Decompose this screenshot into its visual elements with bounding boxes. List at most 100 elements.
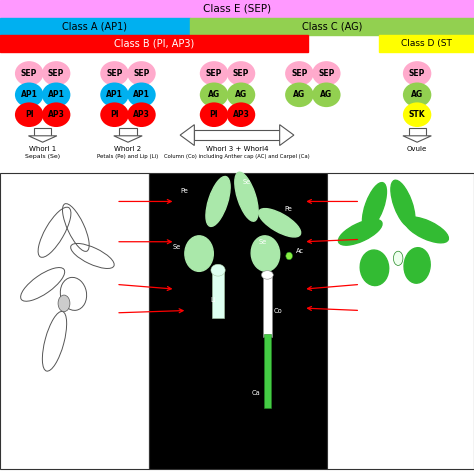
Text: Pe: Pe bbox=[284, 206, 292, 211]
Text: SEP: SEP bbox=[106, 69, 123, 78]
Ellipse shape bbox=[312, 82, 340, 107]
Text: SEP: SEP bbox=[206, 69, 222, 78]
Ellipse shape bbox=[227, 102, 255, 127]
Text: AP1: AP1 bbox=[106, 91, 123, 99]
Bar bbox=[149, 173, 327, 469]
Text: Class B (PI, AP3): Class B (PI, AP3) bbox=[114, 38, 194, 49]
Bar bbox=[0, 173, 149, 469]
Ellipse shape bbox=[200, 61, 228, 86]
Bar bbox=[379, 35, 474, 52]
Ellipse shape bbox=[127, 82, 155, 107]
Text: Column (Co) including Anther cap (AC) and Carpel (Ca): Column (Co) including Anther cap (AC) an… bbox=[164, 154, 310, 159]
Text: AP1: AP1 bbox=[48, 91, 64, 99]
Bar bbox=[34, 128, 51, 136]
Ellipse shape bbox=[100, 82, 129, 107]
Text: Class C (AG): Class C (AG) bbox=[301, 21, 362, 31]
Text: Se: Se bbox=[258, 239, 266, 245]
Text: STK: STK bbox=[409, 110, 426, 119]
Ellipse shape bbox=[235, 172, 258, 221]
Polygon shape bbox=[280, 125, 294, 146]
Ellipse shape bbox=[404, 248, 430, 283]
Ellipse shape bbox=[15, 102, 43, 127]
Ellipse shape bbox=[312, 61, 340, 86]
Text: SEP: SEP bbox=[318, 69, 335, 78]
Polygon shape bbox=[403, 136, 431, 142]
Text: AP3: AP3 bbox=[48, 110, 64, 119]
Text: Whorl 2: Whorl 2 bbox=[114, 146, 142, 152]
Ellipse shape bbox=[127, 102, 155, 127]
Text: AG: AG bbox=[235, 91, 247, 99]
Text: Petals (Pe) and Lip (Li): Petals (Pe) and Lip (Li) bbox=[97, 154, 159, 159]
Text: Ac: Ac bbox=[296, 248, 304, 254]
Text: Sepals (Se): Sepals (Se) bbox=[25, 154, 60, 159]
Text: Li: Li bbox=[210, 297, 216, 303]
Text: AP3: AP3 bbox=[133, 110, 150, 119]
Polygon shape bbox=[28, 136, 57, 142]
Bar bbox=[409, 128, 426, 136]
Text: AG: AG bbox=[293, 91, 305, 99]
Ellipse shape bbox=[227, 61, 255, 86]
Text: SEP: SEP bbox=[233, 69, 249, 78]
Text: SEP: SEP bbox=[48, 69, 64, 78]
Ellipse shape bbox=[127, 61, 155, 86]
Ellipse shape bbox=[360, 250, 389, 285]
Bar bbox=[264, 334, 271, 408]
Text: SEP: SEP bbox=[21, 69, 37, 78]
Text: AP1: AP1 bbox=[21, 91, 37, 99]
Text: Class D (ST: Class D (ST bbox=[401, 39, 452, 48]
Text: AG: AG bbox=[320, 91, 332, 99]
Ellipse shape bbox=[259, 209, 301, 237]
Text: Class E (SEP): Class E (SEP) bbox=[203, 3, 271, 13]
Text: Co: Co bbox=[274, 308, 283, 314]
Text: SEP: SEP bbox=[409, 69, 425, 78]
Text: Pe: Pe bbox=[180, 188, 188, 194]
Ellipse shape bbox=[42, 61, 70, 86]
Ellipse shape bbox=[58, 295, 70, 312]
Bar bbox=[119, 128, 137, 136]
Ellipse shape bbox=[363, 182, 386, 230]
Ellipse shape bbox=[185, 236, 213, 271]
Ellipse shape bbox=[15, 61, 43, 86]
Ellipse shape bbox=[403, 82, 431, 107]
Text: Class A (AP1): Class A (AP1) bbox=[62, 21, 128, 31]
Ellipse shape bbox=[403, 61, 431, 86]
Text: Whorl 3 + Whorl4: Whorl 3 + Whorl4 bbox=[206, 146, 268, 152]
Ellipse shape bbox=[338, 219, 382, 245]
Text: AP3: AP3 bbox=[233, 110, 249, 119]
Text: Se: Se bbox=[242, 179, 251, 185]
Ellipse shape bbox=[403, 102, 431, 127]
Text: PI: PI bbox=[210, 110, 219, 119]
Ellipse shape bbox=[42, 82, 70, 107]
Text: Ca: Ca bbox=[252, 390, 260, 396]
Polygon shape bbox=[114, 136, 142, 142]
Text: AG: AG bbox=[411, 91, 423, 99]
Ellipse shape bbox=[285, 82, 314, 107]
Text: Whorl 1: Whorl 1 bbox=[29, 146, 56, 152]
Ellipse shape bbox=[285, 61, 314, 86]
Ellipse shape bbox=[15, 82, 43, 107]
Ellipse shape bbox=[261, 271, 273, 279]
Text: PI: PI bbox=[110, 110, 119, 119]
Bar bbox=[194, 130, 280, 140]
Bar bbox=[190, 18, 474, 35]
Ellipse shape bbox=[227, 82, 255, 107]
Text: SEP: SEP bbox=[133, 69, 150, 78]
Ellipse shape bbox=[393, 251, 403, 265]
Ellipse shape bbox=[100, 61, 129, 86]
Text: Se: Se bbox=[173, 245, 181, 250]
Ellipse shape bbox=[206, 176, 230, 227]
Bar bbox=[212, 270, 224, 318]
Ellipse shape bbox=[286, 252, 292, 260]
Ellipse shape bbox=[211, 264, 225, 276]
Text: SEP: SEP bbox=[291, 69, 308, 78]
Polygon shape bbox=[180, 125, 194, 146]
Text: PI: PI bbox=[25, 110, 34, 119]
Text: AG: AG bbox=[208, 91, 220, 99]
Text: AP1: AP1 bbox=[133, 91, 150, 99]
Ellipse shape bbox=[200, 82, 228, 107]
Ellipse shape bbox=[405, 217, 448, 243]
Bar bbox=[0, 0, 474, 17]
Bar bbox=[327, 173, 474, 469]
Ellipse shape bbox=[251, 236, 280, 271]
Ellipse shape bbox=[200, 102, 228, 127]
